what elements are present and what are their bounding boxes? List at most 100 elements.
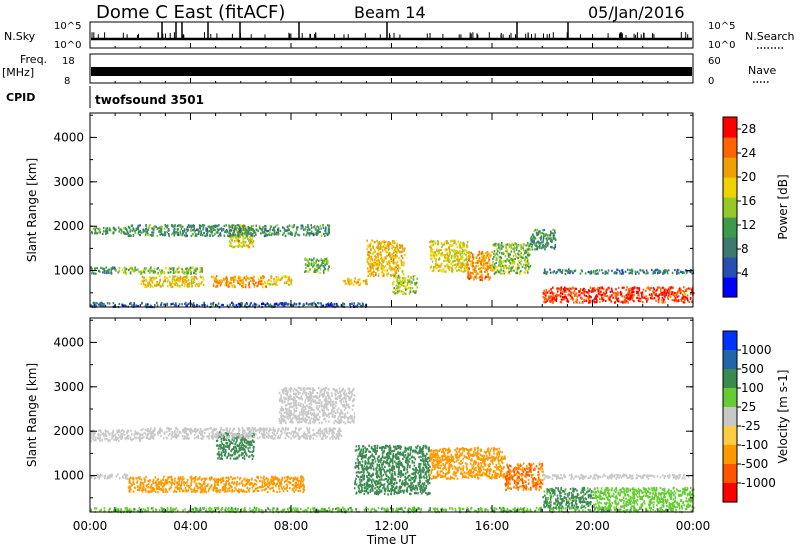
heatmap-cell xyxy=(163,233,165,236)
heatmap-cell xyxy=(557,287,559,290)
heatmap-cell xyxy=(169,281,171,284)
heatmap-cell xyxy=(533,239,535,243)
heatmap-cell xyxy=(524,271,527,274)
heatmap-cell xyxy=(309,508,312,511)
heatmap-cell xyxy=(446,257,448,260)
heatmap-cell xyxy=(575,292,578,295)
heatmap-cell xyxy=(514,508,516,511)
heatmap-cell xyxy=(386,274,388,277)
heatmap-cell xyxy=(219,233,221,236)
heatmap-cell xyxy=(551,240,553,243)
heatmap-cell xyxy=(239,276,241,279)
heatmap-cell xyxy=(666,289,669,292)
heatmap-cell xyxy=(542,241,544,244)
heatmap-cell xyxy=(195,234,198,237)
heatmap-cell xyxy=(341,304,343,307)
heatmap-cell xyxy=(669,287,672,290)
heatmap-cell xyxy=(367,508,370,511)
heatmap-cell xyxy=(296,228,298,231)
heatmap-cell xyxy=(436,253,438,256)
heatmap-cell xyxy=(437,252,440,255)
heatmap-cell xyxy=(377,269,380,272)
heatmap-cell xyxy=(567,293,569,296)
heatmap-cell xyxy=(357,279,360,282)
heatmap-cell xyxy=(624,298,627,301)
heatmap-cell xyxy=(210,227,212,230)
heatmap-cell xyxy=(685,271,688,275)
heatmap-cell xyxy=(342,508,345,511)
heatmap-cell xyxy=(625,508,627,512)
heatmap-cell xyxy=(173,278,175,281)
heatmap-cell xyxy=(548,237,550,240)
heatmap-cell xyxy=(500,256,503,259)
heatmap-cell xyxy=(94,432,96,435)
heatmap-cell xyxy=(647,287,650,290)
heatmap-cell xyxy=(373,251,375,254)
heatmap-cell xyxy=(150,507,153,510)
heatmap-cell xyxy=(147,282,149,285)
heatmap-cell xyxy=(175,231,178,234)
heatmap-cell xyxy=(381,274,384,278)
heatmap-cell xyxy=(224,283,226,286)
heatmap-cell xyxy=(394,247,397,250)
heatmap-cell xyxy=(208,507,210,510)
heatmap-cell xyxy=(217,507,220,510)
heatmap-cell xyxy=(109,432,111,435)
heatmap-cell xyxy=(525,249,527,252)
heatmap-cell xyxy=(103,302,105,306)
heatmap-cell xyxy=(454,259,456,262)
heatmap-cell xyxy=(596,295,599,298)
heatmap-cell xyxy=(607,297,610,300)
heatmap-cell xyxy=(632,295,635,299)
freq-unit: [MHz] xyxy=(2,66,34,79)
heatmap-cell xyxy=(624,270,627,273)
heatmap-cell xyxy=(328,506,330,510)
heatmap-cell xyxy=(181,283,183,286)
heatmap-cell xyxy=(163,279,165,282)
heatmap-cell xyxy=(454,507,457,510)
heatmap-cell xyxy=(242,237,244,240)
heatmap-cell xyxy=(513,247,515,250)
heatmap-cell xyxy=(619,290,622,293)
heatmap-cell xyxy=(478,250,481,253)
heatmap-cell xyxy=(239,277,242,280)
heatmap-cell xyxy=(152,231,155,234)
heatmap-cell xyxy=(276,507,279,510)
heatmap-cell xyxy=(660,293,663,296)
heatmap-cell xyxy=(250,276,252,279)
heatmap-cell xyxy=(446,264,448,267)
heatmap-cell xyxy=(231,224,234,227)
heatmap-cell xyxy=(274,302,276,306)
heatmap-cell xyxy=(238,304,240,307)
heatmap-cell xyxy=(156,235,159,238)
y-tick-label: 1000 xyxy=(53,264,84,278)
heatmap-cell xyxy=(488,278,490,281)
heatmap-cell xyxy=(263,276,266,279)
heatmap-cell xyxy=(548,510,551,513)
heatmap-cell xyxy=(160,506,163,510)
heatmap-cell xyxy=(172,232,174,235)
heatmap-cell xyxy=(312,234,315,237)
heatmap-cell xyxy=(656,272,659,275)
heatmap-cell xyxy=(188,509,190,513)
heatmap-cell xyxy=(446,263,449,266)
heatmap-cell xyxy=(224,230,226,233)
heatmap-cell xyxy=(90,433,92,436)
heatmap-cell xyxy=(391,247,393,250)
heatmap-cell xyxy=(392,273,395,276)
heatmap-cell xyxy=(435,258,438,261)
heatmap-cell xyxy=(155,276,158,279)
heatmap-cell xyxy=(232,276,235,279)
heatmap-cell xyxy=(448,248,451,251)
heatmap-cell xyxy=(196,233,198,236)
heatmap-cell xyxy=(632,507,635,510)
heatmap-cell xyxy=(247,283,250,287)
heatmap-cell xyxy=(152,270,155,273)
heatmap-cell xyxy=(392,290,394,293)
heatmap-cell xyxy=(398,507,400,510)
heatmap-cell xyxy=(182,272,185,275)
heatmap-cell xyxy=(541,232,543,235)
heatmap-cell xyxy=(139,433,141,436)
heatmap-cell xyxy=(525,256,528,259)
heatmap-cell xyxy=(224,509,227,512)
